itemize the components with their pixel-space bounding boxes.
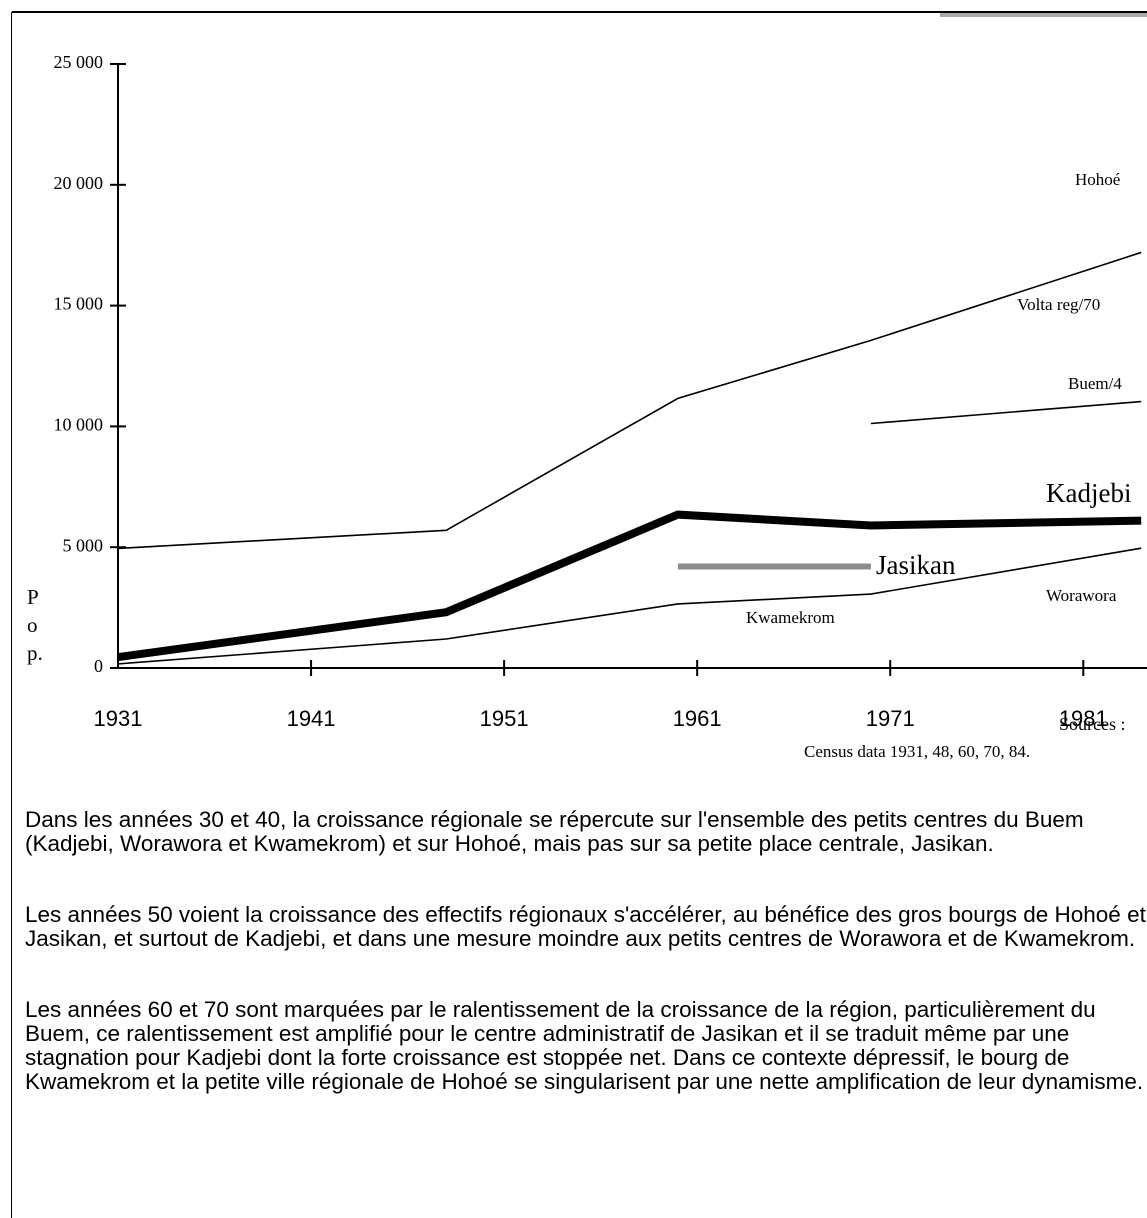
line	[870, 400, 1142, 425]
y-tick-label: 0	[94, 656, 103, 676]
series-label: Volta reg/70	[1017, 295, 1100, 314]
chart: Sources : Census data 1931, 48, 60, 70, …	[12, 11, 1147, 761]
y-tick-label: 25 000	[54, 52, 104, 72]
paragraph: Dans les années 30 et 40, la croissance …	[25, 807, 1084, 856]
line	[117, 510, 1142, 662]
x-tick-label: 1981	[1059, 706, 1108, 731]
series-label: Worawora	[1046, 586, 1117, 605]
y-tick-label: 5 000	[63, 535, 104, 555]
y-tick-label: 15 000	[54, 294, 104, 314]
series-label: Buem/4	[1068, 374, 1122, 393]
source: Sources :	[1059, 714, 1126, 734]
x-tick-label: 1971	[866, 706, 915, 731]
x-tick-label: 1951	[480, 706, 529, 731]
paragraph: Les années 50 voient la croissance des e…	[25, 902, 1146, 951]
line	[117, 251, 1142, 550]
line	[117, 547, 1142, 665]
annotation: Hohoé	[1075, 170, 1120, 189]
series-label: Kadjebi	[1046, 478, 1131, 508]
annotation: Kwamekrom	[746, 608, 835, 627]
y-label: P o p.	[27, 585, 43, 665]
source: Census data 1931, 48, 60, 70, 84.	[804, 742, 1030, 761]
y-tick-label: 10 000	[54, 415, 104, 435]
x-tick-label: 1941	[287, 706, 336, 731]
body-text: Dans les années 30 et 40, la croissance …	[25, 808, 1147, 1141]
paragraph: Les années 60 et 70 sont marquées par le…	[25, 997, 1144, 1094]
x-tick-label: 1931	[94, 706, 143, 731]
y-tick-label: 20 000	[54, 173, 104, 193]
series-label: Jasikan	[876, 550, 956, 580]
x-tick-label: 1961	[673, 706, 722, 731]
